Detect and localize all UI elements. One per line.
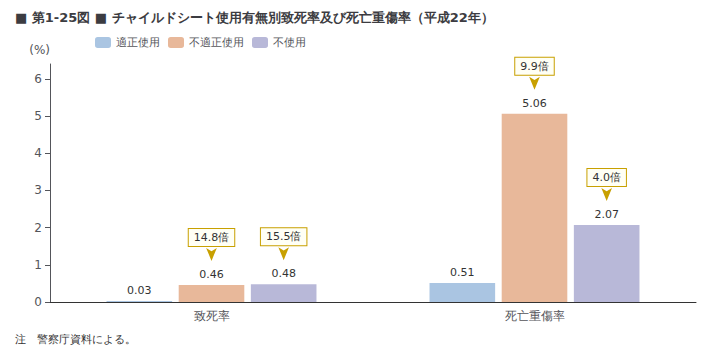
svg-text:2: 2 — [34, 221, 42, 235]
svg-text:(%): (%) — [29, 43, 50, 57]
svg-text:9.9倍: 9.9倍 — [520, 60, 549, 73]
svg-text:6: 6 — [34, 72, 42, 86]
svg-text:2.07: 2.07 — [594, 208, 619, 221]
svg-text:4: 4 — [34, 146, 42, 160]
svg-text:適正使用: 適正使用 — [116, 36, 160, 49]
svg-text:致死率: 致死率 — [194, 309, 230, 323]
svg-text:死亡重傷率: 死亡重傷率 — [505, 309, 565, 323]
svg-text:不使用: 不使用 — [273, 36, 306, 49]
svg-text:5.06: 5.06 — [522, 97, 547, 110]
svg-text:14.8倍: 14.8倍 — [194, 231, 230, 244]
svg-text:0.48: 0.48 — [271, 267, 296, 280]
svg-text:0.51: 0.51 — [450, 266, 475, 279]
svg-text:0: 0 — [34, 295, 42, 309]
svg-text:15.5倍: 15.5倍 — [266, 230, 302, 243]
svg-text:注 警察庁資料による。: 注 警察庁資料による。 — [15, 333, 136, 346]
svg-text:0.46: 0.46 — [199, 268, 224, 281]
svg-text:0.03: 0.03 — [127, 284, 152, 297]
svg-text:3: 3 — [34, 183, 42, 197]
svg-text:不適正使用: 不適正使用 — [189, 36, 244, 49]
svg-text:4.0倍: 4.0倍 — [592, 171, 621, 184]
svg-text:5: 5 — [34, 109, 42, 123]
svg-text:■ 第1-25図 ■ チャイルドシート使用有無別致死率及び死: ■ 第1-25図 ■ チャイルドシート使用有無別致死率及び死亡重傷率（平成22年… — [15, 10, 494, 25]
svg-text:1: 1 — [34, 258, 42, 272]
